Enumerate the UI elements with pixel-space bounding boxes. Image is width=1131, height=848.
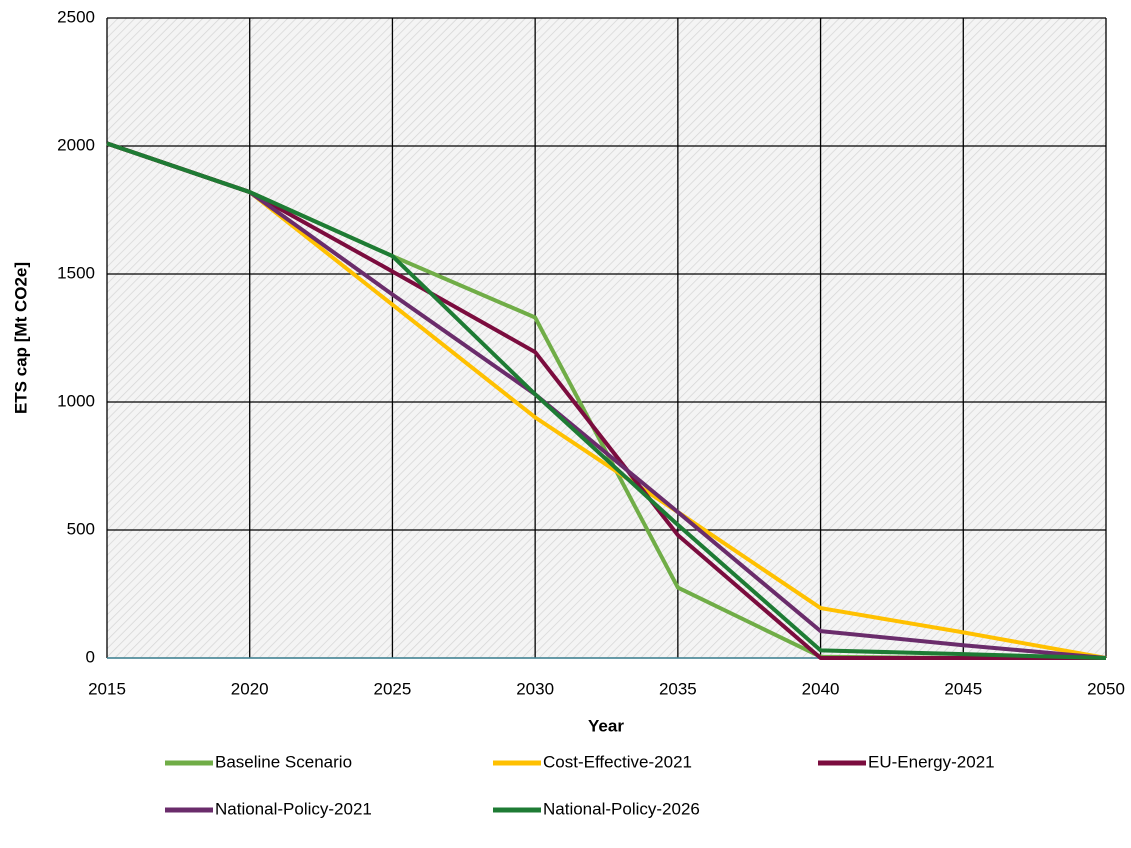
- y-tick-label: 0: [86, 647, 95, 666]
- series-line: [106, 141, 1106, 660]
- legend-label: National-Policy-2021: [215, 799, 372, 818]
- series-line: [106, 141, 1107, 660]
- x-tick-label: 2025: [374, 679, 412, 698]
- legend-label: Cost-Effective-2021: [543, 752, 692, 771]
- legend-label: National-Policy-2026: [543, 799, 700, 818]
- x-tick-label: 2020: [231, 679, 269, 698]
- y-tick-label: 1000: [57, 391, 95, 410]
- plot-area: [107, 18, 1106, 658]
- x-tick-label: 2050: [1087, 679, 1125, 698]
- series-line: [106, 141, 1107, 660]
- x-axis-label: Year: [588, 716, 624, 735]
- x-tick-label: 2015: [88, 679, 126, 698]
- legend-label: Baseline Scenario: [215, 752, 352, 771]
- x-tick-label: 2030: [516, 679, 554, 698]
- y-tick-label: 500: [67, 519, 95, 538]
- x-tick-label: 2040: [802, 679, 840, 698]
- y-tick-label: 1500: [57, 263, 95, 282]
- y-tick-label: 2000: [57, 135, 95, 154]
- x-tick-label: 2045: [944, 679, 982, 698]
- legend-label: EU-Energy-2021: [868, 752, 995, 771]
- x-tick-label: 2035: [659, 679, 697, 698]
- y-tick-label: 2500: [57, 7, 95, 26]
- y-axis-label: ETS cap [Mt CO2e]: [11, 262, 30, 414]
